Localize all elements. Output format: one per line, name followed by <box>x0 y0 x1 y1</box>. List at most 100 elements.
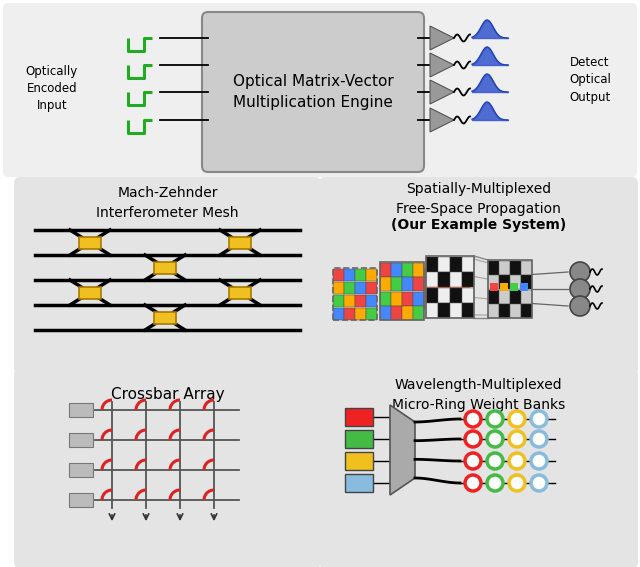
Bar <box>391 291 401 306</box>
Bar <box>333 307 344 320</box>
Bar <box>510 290 520 303</box>
Bar <box>402 263 413 277</box>
Circle shape <box>570 279 590 299</box>
FancyBboxPatch shape <box>319 177 638 374</box>
Bar <box>520 283 528 291</box>
Bar <box>345 474 373 492</box>
Bar <box>450 272 461 287</box>
Bar <box>154 311 176 324</box>
Circle shape <box>487 475 503 491</box>
Circle shape <box>509 411 525 427</box>
Bar <box>462 256 474 272</box>
Bar <box>380 277 390 291</box>
Bar <box>380 291 390 306</box>
Text: Spatially-Multiplexed
Free-Space Propagation: Spatially-Multiplexed Free-Space Propaga… <box>396 182 561 216</box>
Bar <box>380 262 424 320</box>
Bar <box>488 260 499 274</box>
Bar <box>355 307 365 320</box>
Bar <box>333 294 344 307</box>
FancyBboxPatch shape <box>202 12 424 172</box>
Circle shape <box>465 453 481 469</box>
Bar <box>462 303 474 318</box>
Bar <box>510 283 518 291</box>
Bar <box>402 291 413 306</box>
Text: Optical Matrix-Vector
Multiplication Engine: Optical Matrix-Vector Multiplication Eng… <box>232 74 394 110</box>
Bar <box>229 286 251 298</box>
Bar <box>345 430 373 448</box>
Bar <box>229 236 251 248</box>
Bar <box>413 263 424 277</box>
Circle shape <box>570 262 590 282</box>
Bar <box>426 256 438 272</box>
Circle shape <box>487 431 503 447</box>
Bar <box>79 236 101 248</box>
Bar <box>391 263 401 277</box>
Bar <box>413 291 424 306</box>
FancyBboxPatch shape <box>14 369 321 567</box>
Bar <box>500 283 508 291</box>
Circle shape <box>509 453 525 469</box>
Bar <box>79 286 101 298</box>
Bar <box>69 433 93 447</box>
Bar <box>391 306 401 320</box>
Bar <box>413 277 424 291</box>
Bar <box>499 275 509 289</box>
Bar <box>333 269 344 281</box>
Bar <box>499 304 509 318</box>
Bar <box>333 268 377 320</box>
Bar <box>488 260 532 318</box>
Bar <box>345 452 373 470</box>
Bar <box>426 287 438 303</box>
Bar <box>402 277 413 291</box>
Circle shape <box>465 431 481 447</box>
FancyBboxPatch shape <box>14 177 321 374</box>
Circle shape <box>531 431 547 447</box>
Bar <box>426 256 474 318</box>
Bar <box>355 294 365 307</box>
Bar <box>366 294 376 307</box>
Circle shape <box>465 475 481 491</box>
Text: Mach-Zehnder
Interferometer Mesh: Mach-Zehnder Interferometer Mesh <box>96 186 239 220</box>
Bar <box>450 256 461 272</box>
Polygon shape <box>390 405 415 495</box>
Circle shape <box>487 453 503 469</box>
Bar <box>344 294 355 307</box>
Bar <box>499 290 509 303</box>
Circle shape <box>487 411 503 427</box>
Bar <box>521 260 531 274</box>
Circle shape <box>509 475 525 491</box>
Bar <box>426 272 438 287</box>
Polygon shape <box>424 268 470 310</box>
Text: Detect
Optical
Output: Detect Optical Output <box>569 57 611 104</box>
Circle shape <box>531 475 547 491</box>
Polygon shape <box>430 108 454 132</box>
Text: Optically
Encoded
Input: Optically Encoded Input <box>26 65 78 112</box>
Bar <box>438 303 449 318</box>
Text: Wavelength-Multiplexed
Micro-Ring Weight Banks: Wavelength-Multiplexed Micro-Ring Weight… <box>392 378 565 412</box>
Bar <box>413 306 424 320</box>
Bar <box>69 403 93 417</box>
Bar <box>499 260 509 274</box>
Circle shape <box>531 411 547 427</box>
Bar <box>450 303 461 318</box>
Bar <box>366 281 376 294</box>
Bar <box>355 269 365 281</box>
Bar <box>521 304 531 318</box>
Bar <box>521 275 531 289</box>
Bar <box>345 408 373 426</box>
Bar <box>333 281 344 294</box>
Bar <box>450 287 461 303</box>
Text: Crossbar Array: Crossbar Array <box>111 387 224 403</box>
Circle shape <box>531 453 547 469</box>
Text: (Our Example System): (Our Example System) <box>391 218 566 232</box>
Bar <box>438 256 449 272</box>
Bar <box>366 307 376 320</box>
Bar <box>366 269 376 281</box>
Circle shape <box>570 296 590 316</box>
Bar <box>380 306 390 320</box>
FancyBboxPatch shape <box>319 369 638 567</box>
Bar <box>510 275 520 289</box>
Circle shape <box>465 411 481 427</box>
Bar <box>344 269 355 281</box>
Bar <box>426 303 438 318</box>
